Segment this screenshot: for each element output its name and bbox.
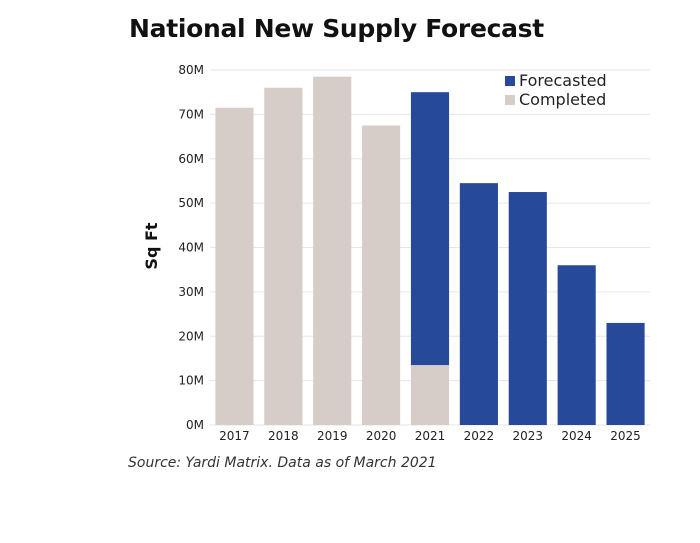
source-note: Source: Yardi Matrix. Data as of March 2… bbox=[128, 455, 437, 471]
bar-forecasted-2025 bbox=[606, 322, 645, 425]
y-tick-label: 70M bbox=[178, 107, 204, 121]
legend-swatch-forecasted bbox=[505, 76, 515, 86]
y-tick-label: 20M bbox=[178, 329, 204, 343]
x-tick-label: 2024 bbox=[561, 429, 592, 443]
legend-label-completed: Completed bbox=[519, 90, 606, 109]
x-tick-label: 2020 bbox=[366, 429, 397, 443]
bar-completed-2018 bbox=[264, 87, 303, 425]
bar-completed-2021 bbox=[410, 365, 450, 425]
y-tick-label: 0M bbox=[186, 418, 204, 432]
y-axis: 0M 10M 20M 30M 40M 50M 60M 70M 80M bbox=[178, 63, 204, 432]
bar-forecasted-2024 bbox=[557, 265, 596, 425]
x-tick-label: 2025 bbox=[610, 429, 641, 443]
x-tick-label: 2019 bbox=[317, 429, 348, 443]
y-tick-label: 30M bbox=[178, 285, 204, 299]
x-tick-label: 2023 bbox=[513, 429, 544, 443]
chart-title: National New Supply Forecast bbox=[129, 14, 544, 43]
x-tick-label: 2022 bbox=[464, 429, 495, 443]
legend-label-forecasted: Forecasted bbox=[519, 71, 607, 90]
bar-forecasted-2021 bbox=[410, 92, 450, 366]
y-tick-label: 10M bbox=[178, 374, 204, 388]
bar-completed-2017 bbox=[215, 107, 254, 425]
legend-swatch-completed bbox=[505, 95, 515, 105]
y-tick-label: 50M bbox=[178, 196, 204, 210]
x-tick-label: 2021 bbox=[415, 429, 446, 443]
x-axis: 2017 2018 2019 2020 2021 2022 2023 2024 2025 bbox=[219, 429, 641, 443]
y-tick-label: 40M bbox=[178, 241, 204, 255]
y-tick-label: 60M bbox=[178, 152, 204, 166]
x-tick-label: 2017 bbox=[219, 429, 250, 443]
x-tick-label: 2018 bbox=[268, 429, 299, 443]
bar-forecasted-2023 bbox=[508, 192, 547, 425]
y-axis-label: Sq Ft bbox=[142, 222, 161, 269]
bar-completed-2020 bbox=[362, 125, 401, 425]
bars bbox=[215, 76, 645, 425]
bar-forecasted-2022 bbox=[459, 183, 498, 425]
bar-completed-2019 bbox=[313, 76, 352, 425]
y-tick-label: 80M bbox=[178, 63, 204, 77]
